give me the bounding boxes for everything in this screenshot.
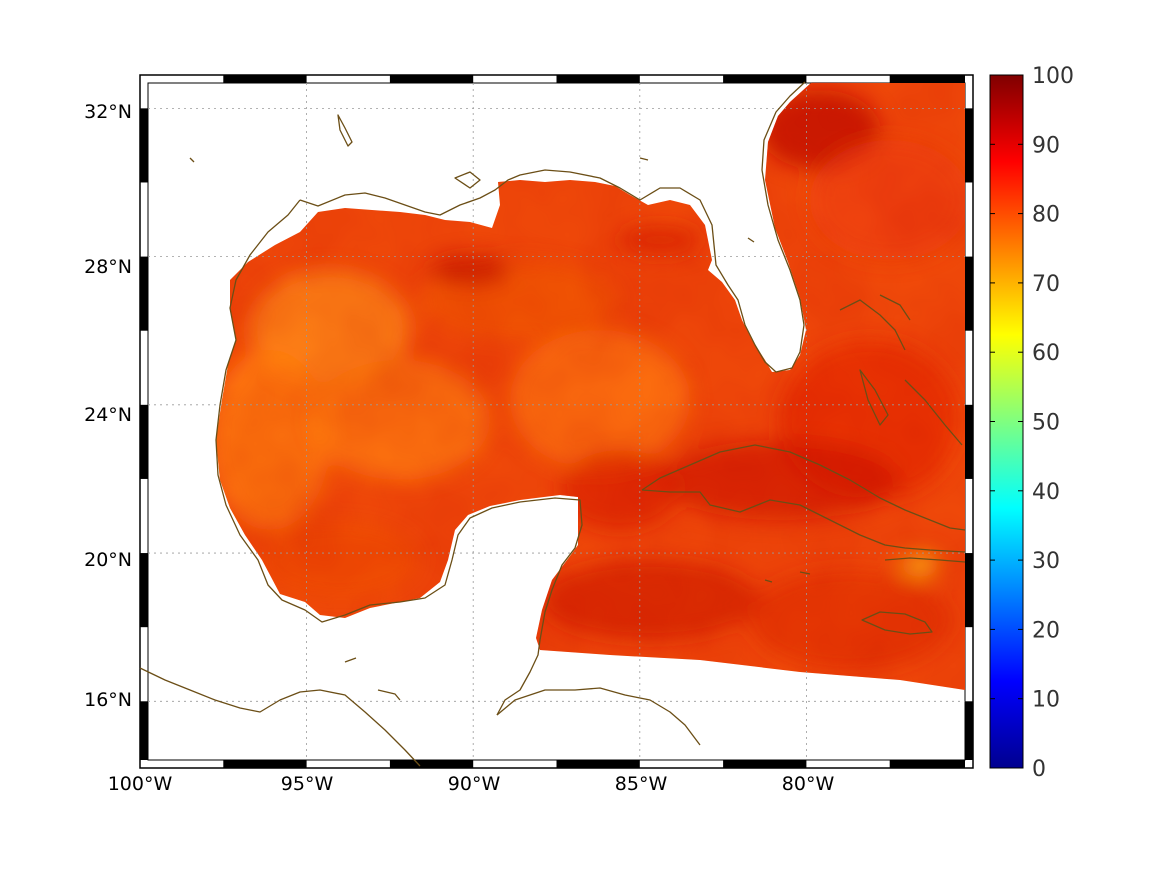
x-tick-label: 90°W (448, 773, 501, 795)
colorbar-tick-label: 50 (1032, 411, 1060, 436)
colorbar-bar (989, 74, 1024, 769)
y-tick-labels: 16°N 20°N 24°N 28°N 32°N (84, 101, 132, 711)
y-tick-label: 32°N (84, 101, 132, 123)
frame-segment (140, 404, 148, 479)
frame-segment (140, 108, 148, 183)
frame-segment (389, 75, 474, 83)
colorbar-tick-label: 40 (1032, 480, 1060, 505)
coastline (139, 81, 966, 767)
frame-segment (556, 760, 640, 768)
frame-segment (723, 75, 807, 83)
frame-segment (556, 75, 640, 83)
colorbar-tick-label: 70 (1032, 272, 1060, 297)
frame-segment (223, 760, 307, 768)
x-tick-label: 80°W (782, 773, 835, 795)
colorbar-tick-labels: 0 10 20 30 40 50 60 70 80 90 100 (1032, 64, 1074, 782)
x-tick-label: 95°W (281, 773, 334, 795)
y-tick-label: 16°N (84, 689, 132, 711)
frame-segment (140, 701, 148, 760)
frame-segment (140, 256, 148, 331)
frame-segment (965, 108, 973, 183)
colorbar-ticks (990, 74, 1023, 769)
y-tick-label: 20°N (84, 549, 132, 571)
frame-segment (223, 75, 307, 83)
frame-segment (965, 553, 973, 628)
colorbar-tick-label: 90 (1032, 133, 1060, 158)
frame-segment (723, 760, 807, 768)
colorbar-tick-label: 20 (1032, 618, 1060, 643)
frame-segment (889, 75, 965, 83)
x-tick-label: 85°W (615, 773, 668, 795)
frame-segment (389, 760, 474, 768)
y-tick-label: 28°N (84, 256, 132, 278)
colorbar-tick-label: 10 (1032, 688, 1060, 713)
frame-segment (965, 404, 973, 479)
x-tick-label: 100°W (108, 773, 173, 795)
frame-segment (889, 760, 965, 768)
frame-segment (965, 701, 973, 760)
y-tick-label: 24°N (84, 404, 132, 426)
colorbar-tick-label: 30 (1032, 549, 1060, 574)
colorbar-tick-label: 80 (1032, 203, 1060, 228)
colorbar-tick-label: 100 (1032, 64, 1074, 89)
x-tick-labels: 100°W 95°W 90°W 85°W 80°W (108, 773, 835, 795)
map-grid (148, 83, 965, 760)
frame-segment (140, 553, 148, 628)
colorbar-tick-label: 0 (1032, 757, 1046, 782)
colorbar-tick-label: 60 (1032, 341, 1060, 366)
colorbar: 0 10 20 30 40 50 60 70 80 90 100 (989, 64, 1074, 782)
heatmap-field (216, 83, 965, 690)
frame-segment (965, 256, 973, 331)
